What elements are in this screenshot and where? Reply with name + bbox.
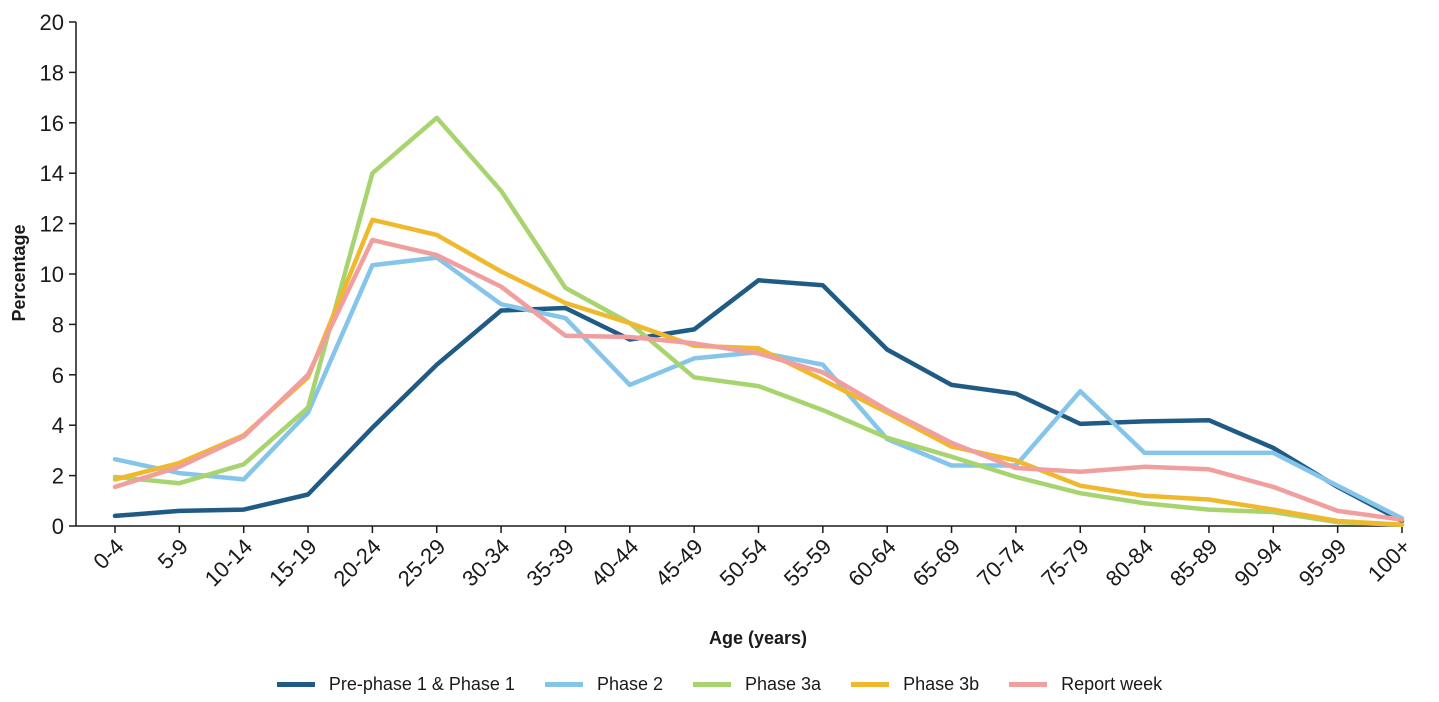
x-tick-label: 60-64 xyxy=(843,534,900,591)
legend-item: Report week xyxy=(1009,674,1162,695)
x-tick-label: 100+ xyxy=(1363,534,1416,587)
x-tick-label: 85-89 xyxy=(1165,534,1222,591)
legend-swatch xyxy=(693,682,731,687)
series-lines xyxy=(112,115,1405,527)
y-tick-label: 2 xyxy=(52,464,64,489)
y-tick-label: 14 xyxy=(40,161,64,186)
x-tick-label: 10-14 xyxy=(200,534,257,591)
x-tick-label: 30-34 xyxy=(457,534,514,591)
legend-item: Phase 2 xyxy=(544,674,663,695)
series-line-1 xyxy=(112,278,1405,524)
x-tick-label: 95-99 xyxy=(1294,534,1351,591)
line-chart: 0 2 4 6 8 10 12 14 16 18 20 0-4 5-9 10-14 15-19 20-24 2… xyxy=(9,10,1416,648)
y-tick-label: 12 xyxy=(40,212,64,237)
y-tick-label: 4 xyxy=(52,413,64,438)
legend-label: Phase 3b xyxy=(903,674,980,694)
legend-swatch xyxy=(851,682,890,687)
y-axis-ticks: 0 2 4 6 8 10 12 14 16 18 20 xyxy=(40,10,76,539)
x-tick-label: 40-44 xyxy=(586,534,643,591)
legend-item: Phase 3a xyxy=(693,674,821,695)
y-tick-label: 16 xyxy=(40,111,64,136)
x-tick-label: 15-19 xyxy=(264,534,321,591)
y-tick-label: 20 xyxy=(40,10,64,35)
legend-label: Phase 3a xyxy=(745,674,822,694)
legend-swatch xyxy=(276,682,315,687)
y-tick-label: 18 xyxy=(40,60,64,85)
legend-swatch xyxy=(544,682,583,687)
legend-label: Report week xyxy=(1061,674,1163,694)
y-tick-label: 8 xyxy=(52,312,64,337)
x-tick-label: 50-54 xyxy=(715,534,772,591)
legend-label: Pre-phase 1 & Phase 1 xyxy=(328,674,515,694)
legend-swatch xyxy=(1009,682,1048,687)
x-tick-label: 20-24 xyxy=(328,534,385,591)
x-tick-label: 65-69 xyxy=(908,534,965,591)
y-axis-title: Percentage xyxy=(9,224,29,321)
x-tick-label: 75-79 xyxy=(1036,534,1093,591)
x-axis-title: Age (years) xyxy=(709,628,807,648)
x-tick-label: 45-49 xyxy=(650,534,707,591)
x-tick-label: 70-74 xyxy=(972,534,1029,591)
chart-legend: Pre-phase 1 & Phase 1 Phase 2 Phase 3a Phas… xyxy=(0,674,1439,695)
legend-label: Phase 2 xyxy=(596,674,663,694)
y-tick-label: 0 xyxy=(52,514,64,539)
series-line-3 xyxy=(112,115,1405,527)
x-tick-label: 55-59 xyxy=(779,534,836,591)
x-tick-label: 80-84 xyxy=(1101,534,1158,591)
x-tick-label: 90-94 xyxy=(1229,534,1286,591)
y-tick-label: 6 xyxy=(52,363,64,388)
x-tick-label: 25-29 xyxy=(393,534,450,591)
y-tick-label: 10 xyxy=(40,262,64,287)
x-axis-ticks: 0-4 5-9 10-14 15-19 20-24 25-29 30-34 35-39 40-4… xyxy=(88,526,1416,591)
x-tick-label: 0-4 xyxy=(88,534,128,574)
x-tick-label: 35-39 xyxy=(522,534,579,591)
legend-item: Phase 3b xyxy=(851,674,979,695)
x-tick-label: 5-9 xyxy=(153,534,193,574)
legend-item: Pre-phase 1 & Phase 1 xyxy=(276,674,515,695)
series-line-5 xyxy=(112,237,1405,522)
